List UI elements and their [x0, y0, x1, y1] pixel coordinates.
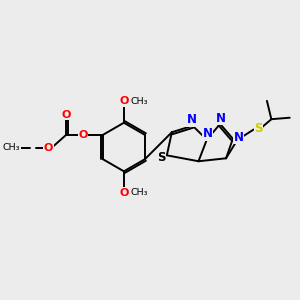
Text: O: O — [119, 188, 129, 198]
Text: CH₃: CH₃ — [3, 143, 20, 152]
Text: N: N — [187, 113, 197, 126]
Text: O: O — [61, 110, 71, 120]
Text: N: N — [234, 131, 244, 144]
Text: O: O — [44, 143, 53, 153]
Text: O: O — [119, 96, 129, 106]
Text: S: S — [157, 151, 165, 164]
Text: N: N — [216, 112, 226, 124]
Text: N: N — [202, 127, 212, 140]
Text: O: O — [78, 130, 88, 140]
Text: CH₃: CH₃ — [130, 97, 148, 106]
Text: CH₃: CH₃ — [130, 188, 148, 197]
Text: S: S — [254, 122, 263, 135]
